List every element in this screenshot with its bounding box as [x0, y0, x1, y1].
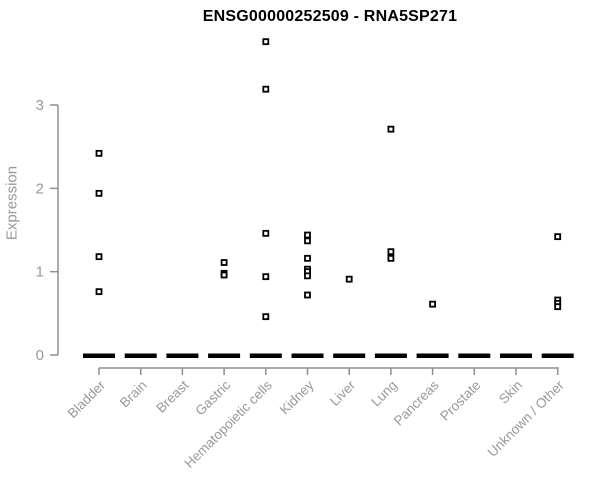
zero-expression-dash: [166, 353, 199, 358]
x-tick-label: Skin: [496, 378, 525, 407]
data-point: [95, 253, 103, 261]
data-point: [304, 254, 311, 262]
data-point: [304, 231, 311, 239]
x-tick-label: Gastric: [192, 377, 233, 418]
zero-expression-dash: [124, 353, 157, 358]
data-point: [262, 38, 270, 46]
zero-expression-dash: [500, 353, 532, 358]
zero-expression-dash: [541, 353, 574, 358]
data-point: [304, 291, 311, 299]
data-point: [95, 189, 103, 197]
zero-expression-dash: [249, 353, 282, 358]
x-tick-label: Prostate: [437, 378, 483, 424]
x-tick-label: Pancreas: [391, 377, 442, 428]
zero-expression-dash: [333, 353, 366, 358]
data-point: [220, 271, 228, 279]
data-point: [262, 229, 270, 237]
x-tick-label: Kidney: [277, 377, 317, 417]
zero-expression-dash: [458, 353, 491, 358]
data-point: [345, 275, 353, 283]
data-point: [387, 248, 395, 256]
data-point: [95, 288, 103, 296]
zero-expression-dash: [83, 353, 115, 358]
data-point: [387, 254, 395, 262]
zero-expression-dash: [291, 353, 324, 358]
zero-expression-dash: [416, 353, 449, 358]
data-point: [304, 272, 311, 280]
zero-expression-dash: [374, 353, 407, 358]
data-point: [387, 125, 395, 133]
data-point: [220, 259, 228, 266]
x-tick-label: Breast: [153, 377, 191, 415]
data-point: [304, 237, 311, 245]
y-tick-label: 0: [36, 347, 44, 364]
x-tick-label: Lung: [368, 378, 400, 410]
data-point: [262, 313, 270, 321]
y-tick-label: 2: [36, 180, 44, 197]
y-tick-label: 3: [36, 97, 44, 114]
chart-title: ENSG00000252509 - RNA5SP271: [202, 8, 458, 25]
x-tick-label: Unknown / Other: [485, 377, 568, 460]
data-point: [262, 85, 270, 93]
data-point: [95, 149, 103, 157]
x-tick-label: Brain: [117, 378, 150, 411]
x-tick-label: Bladder: [65, 377, 109, 421]
x-tick-label: Liver: [327, 377, 359, 409]
y-tick-label: 1: [36, 264, 44, 281]
data-point: [554, 233, 562, 241]
data-point: [554, 303, 562, 311]
data-point: [429, 300, 437, 308]
data-point: [262, 273, 270, 281]
zero-expression-dash: [208, 353, 241, 358]
